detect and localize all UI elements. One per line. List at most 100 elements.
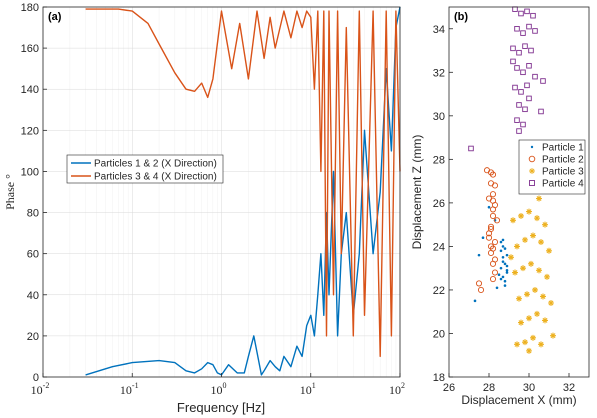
- panel-b-y-tick-label: 22: [433, 285, 445, 297]
- panel-a-legend-box: [66, 154, 224, 184]
- panel-a-y-tick-label: 40: [27, 290, 39, 302]
- panel-a-series: [85, 6, 401, 376]
- panel-b-point-particle-2: [493, 217, 501, 224]
- panel-b-point-particle-1: [477, 253, 481, 257]
- panel-b-point-particle-2: [487, 243, 495, 250]
- panel-a-y-tick-label: 20: [27, 331, 39, 343]
- panel-b-point-particle-3: [534, 215, 540, 222]
- panel-b-point-particle-2: [489, 212, 497, 219]
- panel-b-point-particle-3: [528, 260, 534, 267]
- panel-b-point-particle-1: [501, 245, 505, 248]
- panel-b-point-particle-3: [542, 317, 548, 324]
- panel-b-point-particle-4: [526, 63, 532, 69]
- panel-b-point-particle-3: [540, 293, 546, 300]
- panel-a-y-tick-label: 80: [27, 208, 39, 220]
- panel-b-point-particle-3: [536, 267, 542, 274]
- panel-b-point-particle-3: [550, 332, 556, 339]
- panel-b-y-tick-label: 34: [433, 24, 445, 36]
- panel-b-point-particle-4: [516, 49, 522, 56]
- panel-b-point-particle-1: [499, 277, 503, 281]
- panel-b-point-particle-4: [520, 121, 526, 128]
- panel-a-y-tick-label: 60: [27, 249, 39, 261]
- panel-a-chart: 10-2 10-1 100 101 10202040608010012014016018…: [3, 2, 405, 415]
- panel-b-point-particle-3: [538, 341, 544, 348]
- panel-b-ylabel: Displacement Z (mm): [410, 135, 424, 250]
- panel-b-point-particle-3: [514, 243, 520, 250]
- panel-b-point-particle-2: [489, 191, 497, 198]
- panel-b-point-particle-1: [505, 269, 509, 272]
- panel-b-point-particle-4: [514, 26, 520, 32]
- panel-b-point-particle-1: [505, 253, 509, 257]
- panel-b-point-particle-1: [505, 271, 509, 274]
- panel-b-point-particle-2: [487, 223, 495, 230]
- legend-marker-particle-4: [529, 180, 535, 186]
- panel-b-point-particle-4: [528, 47, 534, 54]
- panel-b-label: (b): [454, 11, 468, 23]
- panel-b-chart: 26 28 30 32 18 20 22 24 26 28 30 32 34 (b) Displacem…: [410, 6, 590, 407]
- panel-b-x-tick-label: 26: [443, 382, 455, 394]
- panel-b-point-particle-1: [473, 299, 477, 303]
- panel-b-point-particle-3: [530, 334, 536, 341]
- panel-a-y-tick-label: 120: [21, 125, 39, 137]
- panel-b-legend-box: [518, 139, 586, 195]
- panel-b-xlabel: Displacement X (mm): [461, 393, 576, 407]
- panel-a-ylabel: Phase °: [3, 174, 17, 210]
- panel-b-point-particle-1: [503, 247, 507, 250]
- panel-b-point-particle-3: [546, 247, 552, 254]
- legend-label-particle-4: Particle 4: [542, 179, 584, 190]
- panel-b-legend: Particle 1 Particle 2 Particle 3 Particl…: [518, 139, 586, 195]
- panel-b-point-particle-4: [514, 117, 520, 123]
- panel-b-point-particle-2: [491, 269, 499, 276]
- panel-b-point-particle-3: [526, 347, 532, 354]
- legend-label-particle-1: Particle 1: [542, 143, 584, 154]
- panel-b-y-tick-label: 28: [433, 154, 445, 166]
- panel-b-point-particle-3: [526, 208, 532, 215]
- panel-b-point-particle-3: [548, 300, 554, 306]
- panel-b-point-particle-4: [468, 145, 474, 152]
- panel-b-point-particle-4: [510, 45, 516, 52]
- panel-b-point-particle-2: [489, 260, 497, 267]
- panel-b-point-particle-1: [481, 236, 485, 240]
- panel-b-point-particle-2: [487, 169, 495, 176]
- panel-b-point-particle-2: [491, 239, 499, 246]
- legend-label-particle-3: Particle 3: [542, 167, 584, 178]
- panel-b-point-particle-3: [516, 295, 522, 302]
- panel-b-y-tick-label: 32: [433, 67, 445, 79]
- panel-b-point-particle-4: [516, 128, 522, 134]
- panel-b-series: [468, 6, 556, 354]
- panel-a-y-tick-label: 180: [21, 2, 39, 14]
- panel-b-point-particle-1: [501, 260, 505, 263]
- panel-b-point-particle-3: [520, 265, 526, 272]
- panel-a-label: (a): [48, 11, 62, 23]
- panel-b-point-particle-1: [495, 286, 499, 290]
- panel-b-point-particle-4: [512, 84, 518, 91]
- panel-a-y-tick-label: 100: [21, 166, 39, 178]
- panel-b-point-particle-2: [489, 206, 497, 213]
- panel-b-point-particle-2: [477, 286, 485, 293]
- panel-b-point-particle-3: [536, 195, 542, 202]
- panel-b-point-particle-4: [526, 23, 532, 30]
- legend-label-particles-3-4: Particles 3 & 4 (X Direction): [94, 172, 217, 183]
- panel-b-point-particle-3: [538, 239, 544, 246]
- panel-b-point-particle-2: [485, 195, 493, 202]
- panel-b-point-particle-1: [503, 284, 507, 287]
- panel-b-point-particle-1: [499, 249, 503, 253]
- panel-b-point-particle-2: [475, 280, 483, 287]
- panel-b-point-particle-4: [510, 58, 516, 65]
- panel-b-point-particle-3: [542, 221, 548, 228]
- panel-b-point-particle-4: [526, 95, 532, 102]
- panel-b-point-particle-3: [522, 236, 528, 243]
- panel-b-point-particle-4: [524, 8, 530, 15]
- panel-b-point-particle-4: [520, 30, 526, 36]
- panel-b-x-tick-label: 32: [563, 382, 575, 394]
- panel-a-legend: Particles 1 & 2 (X Direction) Particles …: [66, 154, 224, 184]
- panel-b-point-particle-3: [534, 310, 540, 317]
- legend-marker-particle-2: [528, 155, 536, 163]
- panel-b-point-particle-3: [526, 315, 532, 322]
- panel-b-point-particle-1: [499, 240, 503, 244]
- panel-b-point-particle-3: [544, 273, 550, 280]
- legend-marker-particle-3: [529, 168, 535, 174]
- panel-b-point-particle-4: [522, 43, 528, 49]
- panel-b-point-particle-4: [520, 69, 526, 76]
